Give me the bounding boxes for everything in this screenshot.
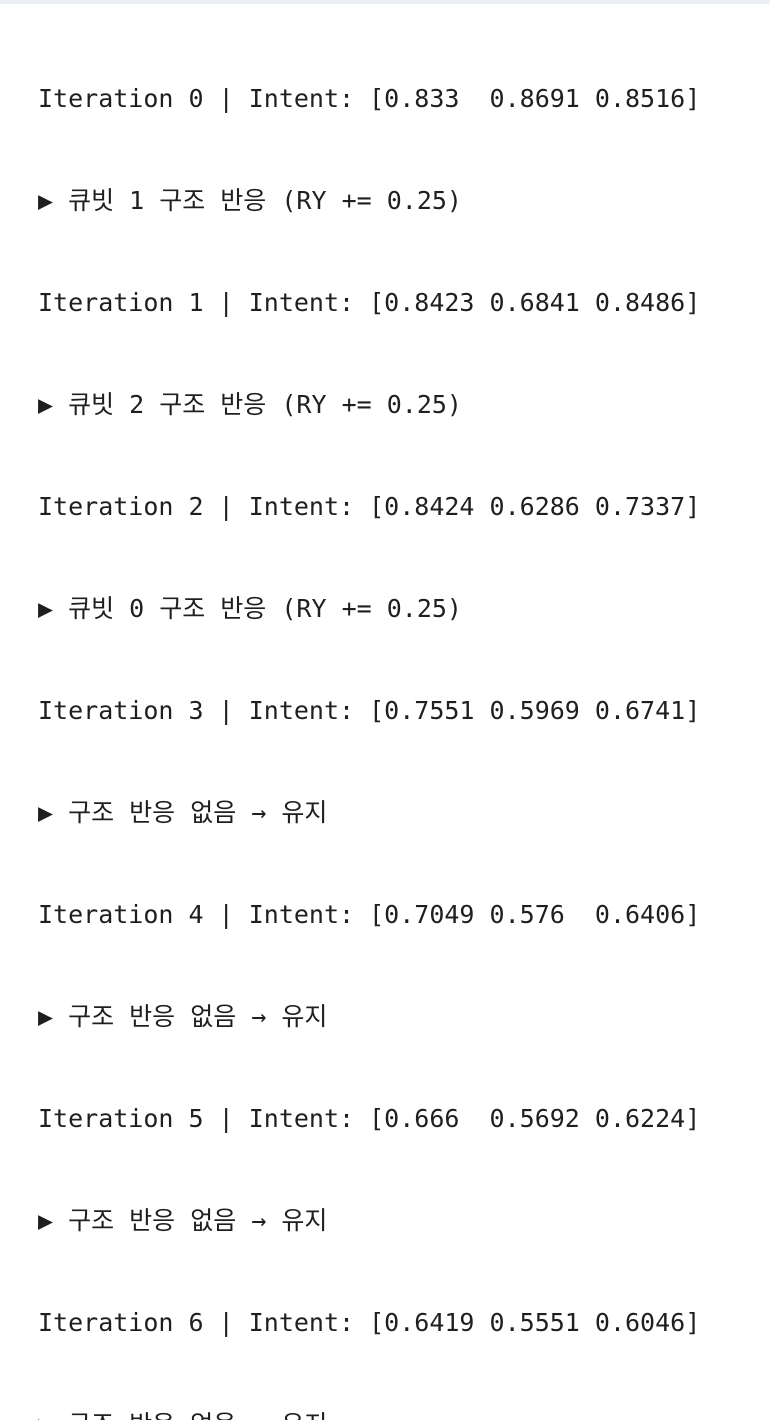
console-line-iteration-2: Iteration 2 | Intent: [0.8424 0.6286 0.7…	[38, 492, 701, 521]
console-line-iteration-5: Iteration 5 | Intent: [0.666 0.5692 0.62…	[38, 1104, 701, 1133]
console-line-iteration-0: Iteration 0 | Intent: [0.833 0.8691 0.85…	[38, 84, 701, 113]
console-line-response-3: ▶ 구조 반응 없음 → 유지	[38, 798, 328, 827]
console-line-iteration-6: Iteration 6 | Intent: [0.6419 0.5551 0.6…	[38, 1308, 701, 1337]
output-top-border	[0, 0, 770, 4]
console-line-response-4: ▶ 구조 반응 없음 → 유지	[38, 1002, 328, 1031]
console-line-iteration-1: Iteration 1 | Intent: [0.8423 0.6841 0.8…	[38, 288, 701, 317]
console-line-response-0: ▶ 큐빗 1 구조 반응 (RY += 0.25)	[38, 186, 462, 215]
console-line-response-5: ▶ 구조 반응 없음 → 유지	[38, 1206, 328, 1235]
console-line-iteration-3: Iteration 3 | Intent: [0.7551 0.5969 0.6…	[38, 696, 701, 725]
console-line-response-2: ▶ 큐빗 0 구조 반응 (RY += 0.25)	[38, 594, 462, 623]
console-line-response-1: ▶ 큐빗 2 구조 반응 (RY += 0.25)	[38, 390, 462, 419]
console-line-iteration-4: Iteration 4 | Intent: [0.7049 0.576 0.64…	[38, 900, 701, 929]
console-output: Iteration 0 | Intent: [0.833 0.8691 0.85…	[38, 84, 701, 1420]
console-line-response-6: ▶ 구조 반응 없음 → 유지	[38, 1408, 770, 1420]
